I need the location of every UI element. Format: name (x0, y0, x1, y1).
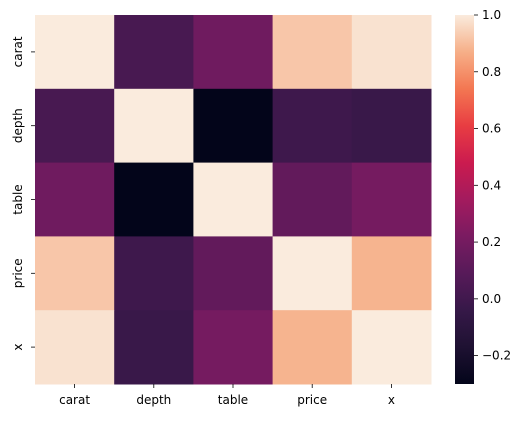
heatmap-cell-x-carat (35, 310, 115, 384)
x-tick-label-table: table (218, 393, 248, 407)
heatmap-cell-depth-price (273, 89, 353, 163)
heatmap-cell-carat-table (193, 15, 273, 89)
heatmap-cell-table-x (352, 163, 432, 237)
y-axis: carat depth table price x (11, 36, 35, 351)
x-tick-label-x: x (388, 393, 395, 407)
heatmap-cell-depth-depth (114, 89, 194, 163)
heatmap-cell-x-x (352, 310, 432, 384)
colorbar-tick-label: 0.6 (482, 122, 501, 136)
heatmap-cell-table-price (273, 163, 353, 237)
heatmap-cell-depth-x (352, 89, 432, 163)
x-tick-label-depth: depth (136, 393, 171, 407)
heatmap-cell-table-carat (35, 163, 115, 237)
heatmap-cell-table-table (193, 163, 273, 237)
colorbar-tick-label: 0.8 (482, 65, 501, 79)
heatmap-cell-price-table (193, 236, 273, 310)
colorbar-tick-label: −0.2 (482, 349, 511, 363)
heatmap-cell-carat-carat (35, 15, 115, 89)
heatmap-cell-price-x (352, 236, 432, 310)
heatmap-cell-carat-price (273, 15, 353, 89)
heatmap-cell-x-price (273, 310, 353, 384)
heatmap-cell-price-carat (35, 236, 115, 310)
heatmap-cell-price-depth (114, 236, 194, 310)
heatmap-cell-price-price (273, 236, 353, 310)
heatmap-cell-depth-table (193, 89, 273, 163)
colorbar-tick-label: 1.0 (482, 8, 501, 22)
heatmap-cell-table-depth (114, 163, 194, 237)
y-tick-label-carat: carat (11, 36, 25, 67)
x-axis: carat depth table price x (59, 384, 395, 407)
heatmap-cell-depth-carat (35, 89, 115, 163)
heatmap-cell-carat-x (352, 15, 432, 89)
heatmap-cell-x-depth (114, 310, 194, 384)
colorbar-tick-label: 0.4 (482, 178, 501, 192)
y-tick-label-table: table (11, 184, 25, 214)
colorbar-tick-label: 0.2 (482, 235, 501, 249)
heatmap-cell-x-table (193, 310, 273, 384)
colorbar-tick-label: 0.0 (482, 292, 501, 306)
heatmap-cell-carat-depth (114, 15, 194, 89)
x-tick-label-carat: carat (59, 393, 90, 407)
colorbar: −0.2 0.0 0.2 0.4 0.6 0.8 1.0 (455, 8, 511, 384)
y-tick-label-price: price (11, 258, 25, 288)
y-tick-label-x: x (11, 344, 25, 351)
colorbar-gradient (455, 15, 474, 384)
y-tick-label-depth: depth (11, 108, 25, 143)
x-tick-label-price: price (297, 393, 327, 407)
heatmap-cells (35, 15, 432, 385)
